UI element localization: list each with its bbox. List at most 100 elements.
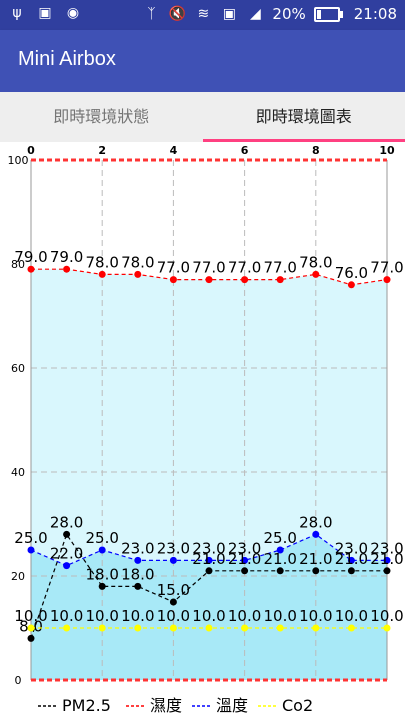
series-point (312, 567, 319, 574)
series-point (28, 266, 35, 273)
series-point (206, 567, 213, 574)
series-point (134, 625, 141, 632)
series-point (348, 281, 355, 288)
series-point (99, 547, 106, 554)
data-label: 78.0 (299, 253, 332, 271)
data-label: 77.0 (157, 259, 190, 277)
series-point (28, 547, 35, 554)
battery-percent: 20% (272, 5, 305, 23)
data-label: 21.0 (192, 550, 225, 568)
android-icon: ◉ (64, 4, 82, 22)
data-label: 25.0 (14, 529, 47, 547)
y-tick-label: 40 (11, 466, 25, 479)
series-point (63, 625, 70, 632)
series-point (312, 625, 319, 632)
app-title: Mini Airbox (18, 48, 116, 71)
status-right-icons: ᛉ 🔇 ≋ ▣ ◢ 20% 21:08 (142, 5, 397, 23)
data-label: 10.0 (299, 607, 332, 625)
series-point (277, 276, 284, 283)
data-label: 77.0 (263, 259, 296, 277)
data-label: 10.0 (335, 607, 368, 625)
data-label: 21.0 (228, 550, 261, 568)
series-point (312, 271, 319, 278)
legend-label: Co2 (282, 696, 313, 715)
sim-icon: ▣ (220, 5, 238, 23)
data-label: 10.0 (370, 607, 403, 625)
legend-label: 濕度 (150, 696, 182, 715)
series-point (241, 567, 248, 574)
series-point (312, 531, 319, 538)
signal-icon: ◢ (246, 5, 264, 23)
data-label: 21.0 (335, 550, 368, 568)
series-point (63, 562, 70, 569)
data-label: 78.0 (85, 253, 118, 271)
data-label: 79.0 (50, 248, 83, 266)
tab-realtime-status[interactable]: 即時環境狀態 (0, 92, 203, 142)
tab-realtime-chart[interactable]: 即時環境圖表 (203, 92, 405, 142)
data-label: 77.0 (370, 259, 403, 277)
series-point (134, 583, 141, 590)
series-point (28, 635, 35, 642)
data-label: 78.0 (121, 253, 154, 271)
clock: 21:08 (354, 5, 397, 23)
series-point (134, 557, 141, 564)
data-label: 28.0 (299, 513, 332, 531)
series-point (384, 276, 391, 283)
data-label: 25.0 (263, 529, 296, 547)
series-point (206, 625, 213, 632)
x-tick-label: 10 (379, 144, 395, 157)
series-point (277, 625, 284, 632)
x-tick-label: 8 (312, 144, 320, 157)
legend-label: 溫度 (216, 696, 248, 715)
wifi-icon: ≋ (194, 5, 212, 23)
series-point (241, 276, 248, 283)
series-point (277, 567, 284, 574)
series-point (384, 625, 391, 632)
status-bar: ψ ▣ ◉ ᛉ 🔇 ≋ ▣ ◢ 20% 21:08 (0, 0, 405, 30)
series-point (241, 625, 248, 632)
data-label: 10.0 (228, 607, 261, 625)
x-tick-label: 4 (170, 144, 178, 157)
y-tick-label: 100 (8, 154, 29, 167)
series-point (99, 583, 106, 590)
data-label: 10.0 (121, 607, 154, 625)
x-tick-label: 6 (241, 144, 249, 157)
bluetooth-icon: ᛉ (142, 5, 160, 23)
data-label: 15.0 (157, 581, 190, 599)
series-point (170, 557, 177, 564)
status-left-icons: ψ ▣ ◉ (8, 4, 82, 22)
data-label: 21.0 (299, 550, 332, 568)
battery-icon (314, 7, 340, 22)
data-label: 23.0 (157, 539, 190, 557)
series-point (170, 276, 177, 283)
data-label: 10.0 (157, 607, 190, 625)
data-label: 10.0 (192, 607, 225, 625)
series-point (63, 531, 70, 538)
mute-icon: 🔇 (168, 5, 186, 23)
data-label: 77.0 (228, 259, 261, 277)
data-label: 23.0 (121, 539, 154, 557)
y-tick-label: 20 (11, 570, 25, 583)
series-point (170, 625, 177, 632)
series-point (99, 625, 106, 632)
y-tick-label: 0 (15, 674, 22, 687)
x-tick-label: 2 (98, 144, 106, 157)
series-point (28, 625, 35, 632)
series-point (134, 271, 141, 278)
series-point (384, 567, 391, 574)
series-point (99, 271, 106, 278)
data-label: 22.0 (50, 545, 83, 563)
data-label: 79.0 (14, 248, 47, 266)
data-label: 25.0 (85, 529, 118, 547)
data-label: 21.0 (263, 550, 296, 568)
data-label: 10.0 (85, 607, 118, 625)
data-label: 76.0 (335, 264, 368, 282)
data-label: 10.0 (14, 607, 47, 625)
data-label: 10.0 (263, 607, 296, 625)
app-bar: Mini Airbox (0, 30, 405, 92)
data-label: 18.0 (121, 565, 154, 583)
usb-icon: ψ (8, 4, 26, 22)
